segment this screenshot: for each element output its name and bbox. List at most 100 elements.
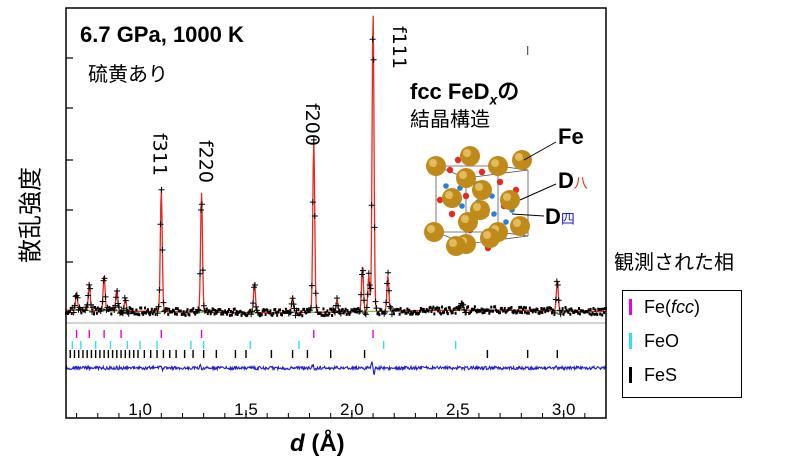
observed-point xyxy=(324,311,327,315)
observed-point xyxy=(424,310,427,314)
fe-atom-highlight xyxy=(513,219,521,227)
fe-atom xyxy=(512,150,532,170)
observed-point xyxy=(300,310,303,314)
observed-point xyxy=(290,301,297,308)
observed-point xyxy=(596,312,599,316)
observed-point xyxy=(516,310,519,314)
observed-point xyxy=(510,306,513,310)
observed-point xyxy=(359,271,366,278)
observed-point xyxy=(229,309,232,313)
tet-site-label-sub: 四 xyxy=(560,211,575,227)
observed-point xyxy=(198,207,204,214)
observed-point xyxy=(176,307,179,311)
observed-point xyxy=(410,310,413,314)
observed-point xyxy=(93,305,96,309)
observed-point xyxy=(568,308,571,312)
observed-point xyxy=(197,270,204,277)
x-tick-label: 2.5 xyxy=(446,400,470,419)
plot-frame xyxy=(65,7,607,419)
observed-point xyxy=(342,311,345,315)
observed-point xyxy=(276,313,279,317)
fe-atom xyxy=(510,216,530,236)
x-tick-label: 3.0 xyxy=(552,400,576,419)
legend-item-fes: FeS xyxy=(629,365,677,389)
observed-point xyxy=(551,308,554,312)
observed-point xyxy=(561,307,564,311)
observed-point xyxy=(71,302,78,309)
observed-point xyxy=(182,310,185,314)
x-axis-title: d (Å) xyxy=(290,430,345,458)
fe-atom xyxy=(470,200,490,220)
observed-point xyxy=(521,311,524,315)
observed-point xyxy=(592,306,595,310)
observed-point xyxy=(192,307,195,311)
observed-point xyxy=(412,311,415,315)
observed-point xyxy=(451,311,454,315)
observed-point xyxy=(309,199,316,206)
observed-point xyxy=(398,312,401,316)
observed-point xyxy=(306,307,309,311)
observed-point xyxy=(345,312,348,316)
observed-point xyxy=(303,307,306,311)
observed-point xyxy=(234,312,237,316)
observed-point xyxy=(146,308,149,312)
observed-point xyxy=(83,309,86,313)
observed-point xyxy=(387,303,393,310)
fe-atom xyxy=(456,168,476,188)
observed-point xyxy=(598,307,601,311)
peak-label: f220 xyxy=(195,140,217,183)
observed-point xyxy=(122,297,129,304)
legend-mark-feo xyxy=(629,333,632,349)
observed-point xyxy=(149,310,152,314)
fe-atom-highlight xyxy=(491,159,499,167)
observed-point xyxy=(222,312,225,316)
observed-point xyxy=(175,312,178,316)
observed-point xyxy=(166,307,169,311)
observed-point xyxy=(553,278,560,285)
oct-site-atom xyxy=(478,168,486,176)
observed-point xyxy=(589,307,592,311)
y-axis-label: 散乱強度 xyxy=(16,167,45,263)
x-axis-label-italic: d xyxy=(290,430,305,457)
observed-point xyxy=(173,312,176,316)
observed-point xyxy=(348,312,351,316)
observed-point xyxy=(266,308,269,312)
x-tick-label: 1.0 xyxy=(128,400,152,419)
observed-point xyxy=(550,307,553,311)
observed-point xyxy=(602,307,605,311)
observed-point xyxy=(249,308,252,312)
fe-atom-highlight xyxy=(483,231,491,239)
observed-point xyxy=(577,311,580,315)
observed-point xyxy=(226,312,229,316)
observed-point xyxy=(333,295,340,302)
observed-point xyxy=(81,307,84,311)
legend-label-feo: FeO xyxy=(644,331,680,351)
observed-point xyxy=(224,309,227,313)
observed-point xyxy=(196,307,203,314)
observed-point xyxy=(482,308,485,312)
observed-point xyxy=(603,311,606,315)
inset-title-line2: 結晶構造 xyxy=(410,107,490,131)
observed-point xyxy=(397,308,400,312)
crystal-structure-inset xyxy=(424,141,557,256)
observed-point xyxy=(343,309,346,313)
observed-point xyxy=(307,310,310,314)
observed-point xyxy=(417,311,420,315)
observed-point xyxy=(502,309,505,313)
observed-point xyxy=(274,308,277,312)
observed-point xyxy=(438,306,441,310)
oct-site-atom xyxy=(454,156,462,164)
observed-point xyxy=(179,309,182,313)
observed-point xyxy=(481,311,484,315)
observed-point xyxy=(405,311,408,315)
observed-point xyxy=(235,309,238,313)
observed-point xyxy=(310,136,317,143)
phases-title: 観測された相 xyxy=(614,250,734,274)
observed-point xyxy=(432,305,435,309)
inset-title-sub: x xyxy=(489,91,498,108)
observed-point xyxy=(286,309,289,313)
observed-point xyxy=(131,307,134,311)
tet-site-label-d: D xyxy=(545,204,561,229)
observed-point xyxy=(230,313,233,317)
observed-point xyxy=(380,308,383,312)
